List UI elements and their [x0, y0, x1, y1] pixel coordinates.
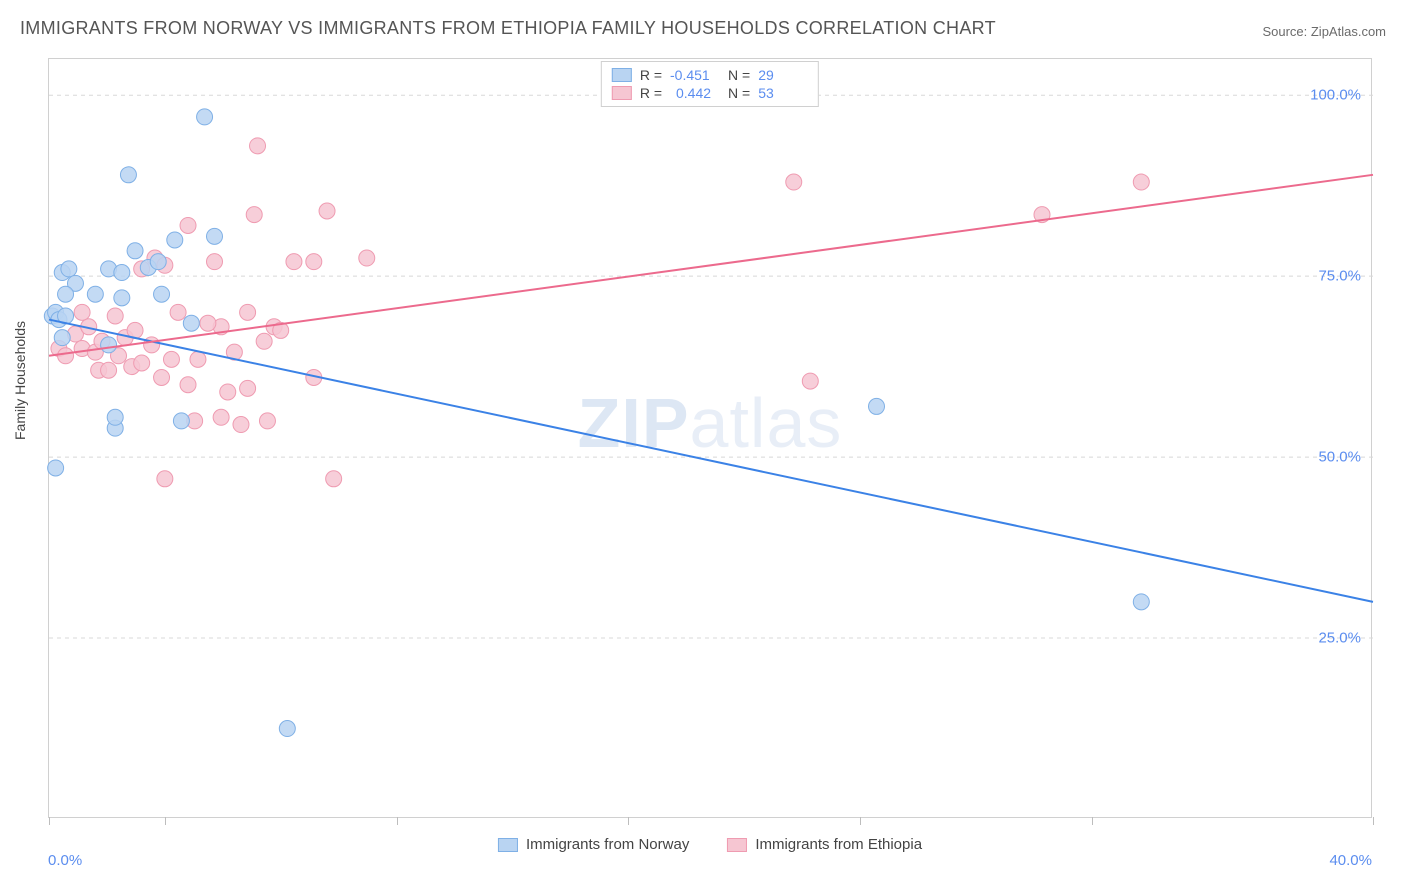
legend-row-norway: R = -0.451 N = 29 [612, 66, 808, 84]
swatch-ethiopia [612, 86, 632, 100]
correlation-legend: R = -0.451 N = 29 R = 0.442 N = 53 [601, 61, 819, 107]
swatch-ethiopia [727, 838, 747, 852]
x-tick [860, 817, 861, 825]
ethiopia-label: Immigrants from Ethiopia [755, 836, 922, 853]
x-tick [1373, 817, 1374, 825]
norway-label: Immigrants from Norway [526, 836, 689, 853]
y-tick-label: 50.0% [1318, 449, 1361, 466]
ethiopia-r-value: 0.442 [670, 85, 720, 101]
source-attribution: Source: ZipAtlas.com [1262, 24, 1386, 39]
norway-n-value: 29 [758, 67, 808, 83]
swatch-norway [498, 838, 518, 852]
y-tick-label: 25.0% [1318, 630, 1361, 647]
x-tick [628, 817, 629, 825]
r-label: R = [640, 85, 662, 101]
ethiopia-n-value: 53 [758, 85, 808, 101]
swatch-norway [612, 68, 632, 82]
x-tick [165, 817, 166, 825]
y-tick-label: 75.0% [1318, 268, 1361, 285]
plot-area: ZIPatlas R = -0.451 N = 29 R = 0.442 N =… [48, 58, 1372, 818]
plot-svg [49, 59, 1371, 817]
n-label: N = [728, 67, 750, 83]
legend-item-ethiopia: Immigrants from Ethiopia [727, 836, 922, 853]
x-tick [49, 817, 50, 825]
x-tick [1092, 817, 1093, 825]
series-legend: Immigrants from Norway Immigrants from E… [498, 836, 922, 853]
norway-r-value: -0.451 [670, 67, 720, 83]
legend-item-norway: Immigrants from Norway [498, 836, 689, 853]
x-axis-max-label: 40.0% [1329, 852, 1372, 869]
y-tick-label: 100.0% [1310, 87, 1361, 104]
r-label: R = [640, 67, 662, 83]
chart-title: IMMIGRANTS FROM NORWAY VS IMMIGRANTS FRO… [20, 18, 996, 39]
x-tick [397, 817, 398, 825]
x-axis-min-label: 0.0% [48, 852, 82, 869]
y-axis-label: Family Households [12, 321, 28, 440]
n-label: N = [728, 85, 750, 101]
legend-row-ethiopia: R = 0.442 N = 53 [612, 84, 808, 102]
